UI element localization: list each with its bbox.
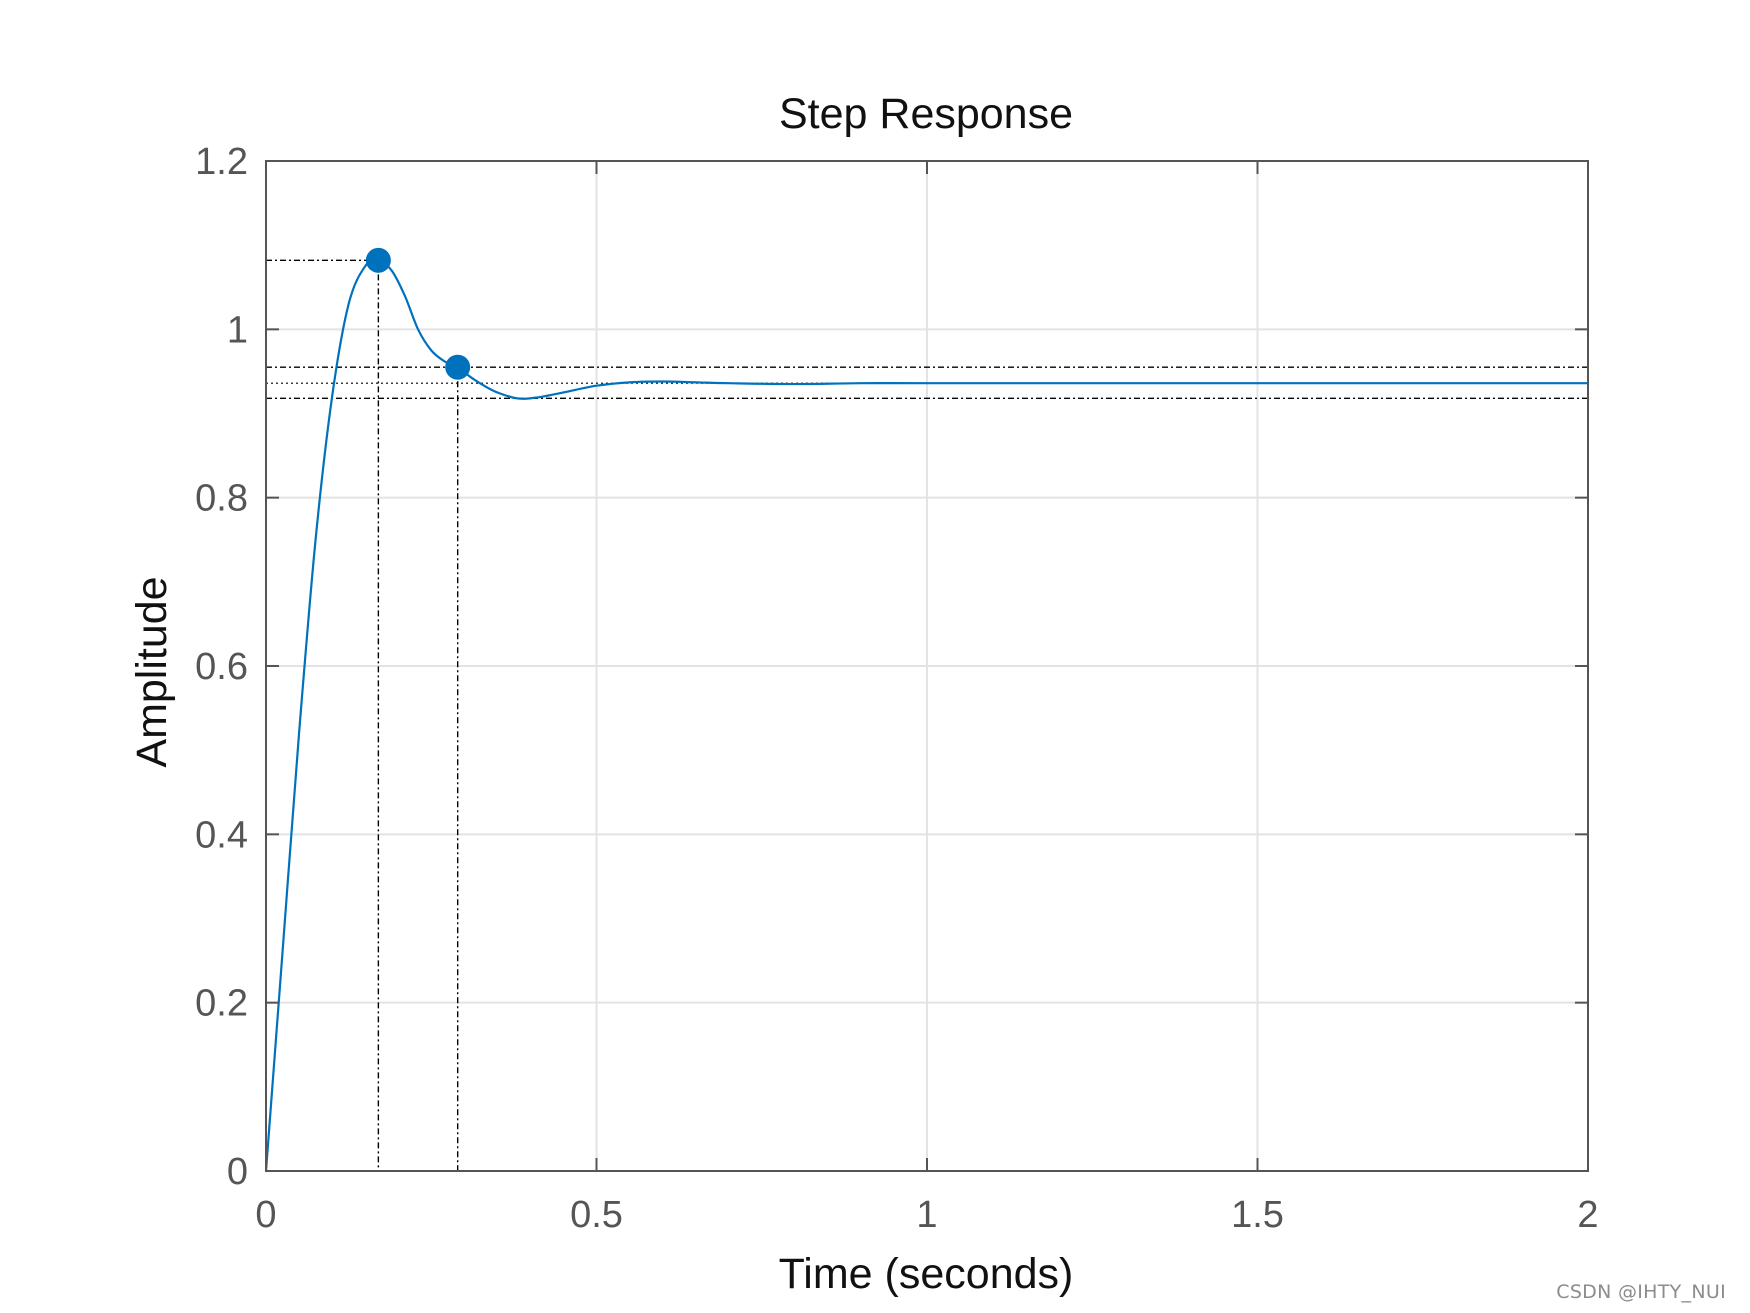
axes-frame xyxy=(265,160,1589,1172)
x-tick-label: 0.5 xyxy=(570,1194,623,1236)
x-axis-label: Time (seconds) xyxy=(779,1250,1074,1298)
y-axis-label: Amplitude xyxy=(128,576,176,767)
x-tick-label: 2 xyxy=(1577,1194,1598,1236)
grid-lines xyxy=(266,161,1588,1171)
y-tick-labels: 0 0.2 0.4 0.6 0.8 1 1.2 xyxy=(195,141,248,1193)
y-tick-label: 0 xyxy=(227,1151,248,1193)
response-line xyxy=(264,258,1588,1172)
watermark: CSDN @IHTY_NUI xyxy=(1556,1281,1726,1303)
y-tick-label: 1 xyxy=(227,309,248,351)
x-tick-label: 1 xyxy=(916,1194,937,1236)
chart-title: Step Response xyxy=(779,90,1073,138)
x-tick-label: 0 xyxy=(255,1194,276,1236)
y-tick-label: 1.2 xyxy=(195,141,248,183)
y-tick-label: 0.4 xyxy=(195,814,248,856)
y-tick-label: 0.8 xyxy=(195,478,248,520)
settling-marker xyxy=(445,354,471,380)
x-tick-label: 1.5 xyxy=(1231,1194,1284,1236)
y-tick-label: 0.2 xyxy=(195,983,248,1025)
y-tick-label: 0.6 xyxy=(195,646,248,688)
response-series xyxy=(264,258,1588,1172)
x-tick-labels: 0 0.5 1 1.5 2 xyxy=(255,1194,1598,1236)
peak-marker xyxy=(365,247,391,273)
characteristic-markers xyxy=(365,247,471,380)
